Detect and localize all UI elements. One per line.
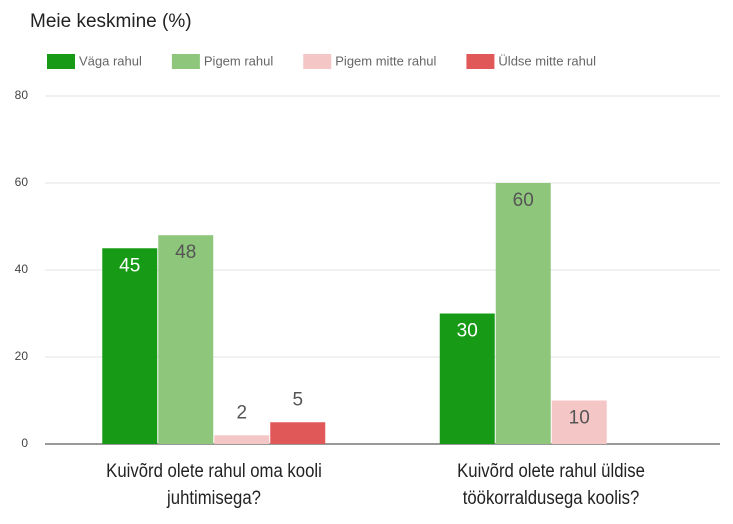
- y-tick-label: 60: [15, 175, 29, 189]
- y-tick-label: 80: [15, 88, 29, 102]
- bar: [214, 435, 270, 444]
- bar: [158, 235, 214, 444]
- bar: [102, 248, 158, 444]
- value-label: 5: [292, 389, 303, 410]
- value-label: 10: [569, 408, 590, 429]
- value-label: 60: [513, 190, 534, 211]
- value-label: 48: [175, 242, 196, 263]
- x-tick-label: Kuivõrd olete rahul üldise töökorralduse…: [457, 461, 646, 509]
- legend-swatch: [47, 54, 75, 69]
- legend-label: Pigem mitte rahul: [335, 53, 436, 68]
- chart-title: Meie keskmine (%): [30, 11, 192, 32]
- legend-swatch: [466, 54, 495, 69]
- legend-label: Pigem rahul: [204, 53, 273, 68]
- y-tick-label: 40: [15, 262, 29, 276]
- x-tick-label: Kuivõrd olete rahul oma kooli juhtimiseg…: [105, 461, 322, 509]
- bar: [270, 422, 326, 444]
- y-tick-label: 0: [21, 436, 28, 450]
- y-tick-label: 20: [15, 349, 29, 363]
- bar: [551, 400, 607, 444]
- legend-label: Üldse mitte rahul: [498, 53, 596, 68]
- legend-label: Väga rahul: [79, 53, 142, 68]
- bar: [439, 313, 495, 444]
- value-label: 45: [119, 255, 140, 276]
- legend-swatch: [303, 54, 332, 69]
- legend-swatch: [171, 54, 200, 69]
- value-label: 2: [236, 402, 247, 423]
- value-label: 30: [457, 321, 478, 342]
- bar: [495, 183, 551, 444]
